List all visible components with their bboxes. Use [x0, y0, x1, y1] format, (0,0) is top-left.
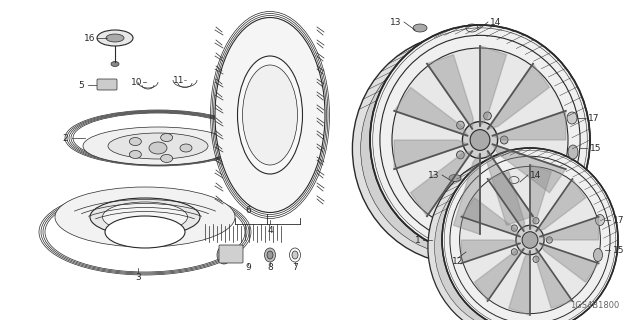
Ellipse shape [522, 232, 538, 248]
FancyBboxPatch shape [97, 79, 117, 90]
Ellipse shape [129, 150, 141, 158]
Ellipse shape [456, 121, 464, 129]
Text: 2: 2 [62, 133, 68, 142]
Ellipse shape [108, 133, 208, 159]
Ellipse shape [361, 43, 564, 255]
Polygon shape [488, 172, 525, 231]
Ellipse shape [516, 225, 544, 255]
Polygon shape [461, 240, 520, 263]
Ellipse shape [353, 34, 572, 264]
Polygon shape [509, 251, 530, 316]
Ellipse shape [129, 138, 141, 146]
Ellipse shape [106, 34, 124, 42]
Ellipse shape [484, 112, 492, 120]
Ellipse shape [111, 61, 119, 67]
Text: 5: 5 [78, 81, 84, 90]
Ellipse shape [55, 187, 235, 247]
Polygon shape [488, 64, 549, 129]
Ellipse shape [428, 155, 604, 320]
Ellipse shape [180, 144, 192, 152]
Polygon shape [540, 217, 598, 240]
Text: 15: 15 [613, 245, 625, 254]
Ellipse shape [215, 18, 325, 212]
Text: 6: 6 [245, 205, 251, 214]
Polygon shape [536, 179, 586, 231]
Ellipse shape [267, 251, 273, 259]
Ellipse shape [161, 155, 173, 163]
Text: 4: 4 [267, 226, 273, 235]
Ellipse shape [243, 65, 298, 165]
Text: 17: 17 [613, 215, 625, 225]
Text: 14: 14 [490, 18, 501, 27]
Text: 3: 3 [135, 273, 141, 282]
Ellipse shape [595, 214, 605, 226]
Ellipse shape [470, 130, 490, 150]
Text: 1GS4B1800: 1GS4B1800 [570, 301, 620, 310]
Ellipse shape [533, 218, 539, 224]
Polygon shape [536, 249, 572, 308]
Polygon shape [461, 198, 520, 236]
Ellipse shape [102, 202, 188, 232]
Polygon shape [480, 46, 506, 126]
Text: 16: 16 [84, 34, 95, 43]
Text: 8: 8 [267, 263, 273, 273]
Ellipse shape [533, 256, 539, 262]
Ellipse shape [292, 251, 298, 259]
Polygon shape [394, 87, 467, 136]
Ellipse shape [442, 148, 618, 320]
Ellipse shape [370, 25, 590, 255]
Ellipse shape [413, 24, 427, 32]
Ellipse shape [456, 151, 464, 159]
Ellipse shape [511, 249, 517, 255]
Polygon shape [493, 144, 566, 193]
FancyBboxPatch shape [219, 245, 243, 263]
Polygon shape [530, 164, 551, 229]
Ellipse shape [105, 216, 185, 248]
Ellipse shape [511, 225, 517, 231]
Ellipse shape [568, 145, 578, 159]
Polygon shape [454, 154, 480, 234]
Text: 13: 13 [390, 18, 401, 27]
Ellipse shape [161, 133, 173, 141]
Ellipse shape [500, 136, 508, 144]
Text: 9: 9 [245, 263, 251, 273]
Text: 15: 15 [590, 143, 602, 153]
Text: 7: 7 [292, 263, 298, 273]
Ellipse shape [435, 162, 597, 320]
Text: 14: 14 [530, 171, 541, 180]
Text: 10: 10 [131, 77, 143, 86]
Polygon shape [411, 151, 472, 216]
Ellipse shape [449, 174, 461, 181]
Text: 1: 1 [415, 236, 420, 244]
Polygon shape [487, 151, 533, 225]
Ellipse shape [593, 249, 602, 261]
Ellipse shape [217, 246, 231, 264]
Ellipse shape [460, 166, 600, 314]
Text: 17: 17 [588, 114, 600, 123]
Text: 12: 12 [452, 258, 463, 267]
Ellipse shape [567, 112, 577, 124]
Ellipse shape [83, 127, 233, 165]
Polygon shape [474, 249, 524, 301]
Polygon shape [394, 140, 467, 169]
Ellipse shape [264, 248, 275, 262]
Ellipse shape [97, 30, 133, 46]
Polygon shape [427, 55, 473, 129]
Text: 11: 11 [173, 76, 184, 84]
Ellipse shape [392, 48, 568, 232]
Ellipse shape [149, 142, 167, 154]
Text: 13: 13 [428, 171, 440, 180]
Polygon shape [493, 111, 566, 140]
Ellipse shape [90, 198, 200, 236]
Polygon shape [540, 244, 598, 282]
Ellipse shape [237, 56, 303, 174]
Ellipse shape [463, 122, 498, 158]
Ellipse shape [484, 160, 492, 168]
Ellipse shape [547, 237, 552, 243]
